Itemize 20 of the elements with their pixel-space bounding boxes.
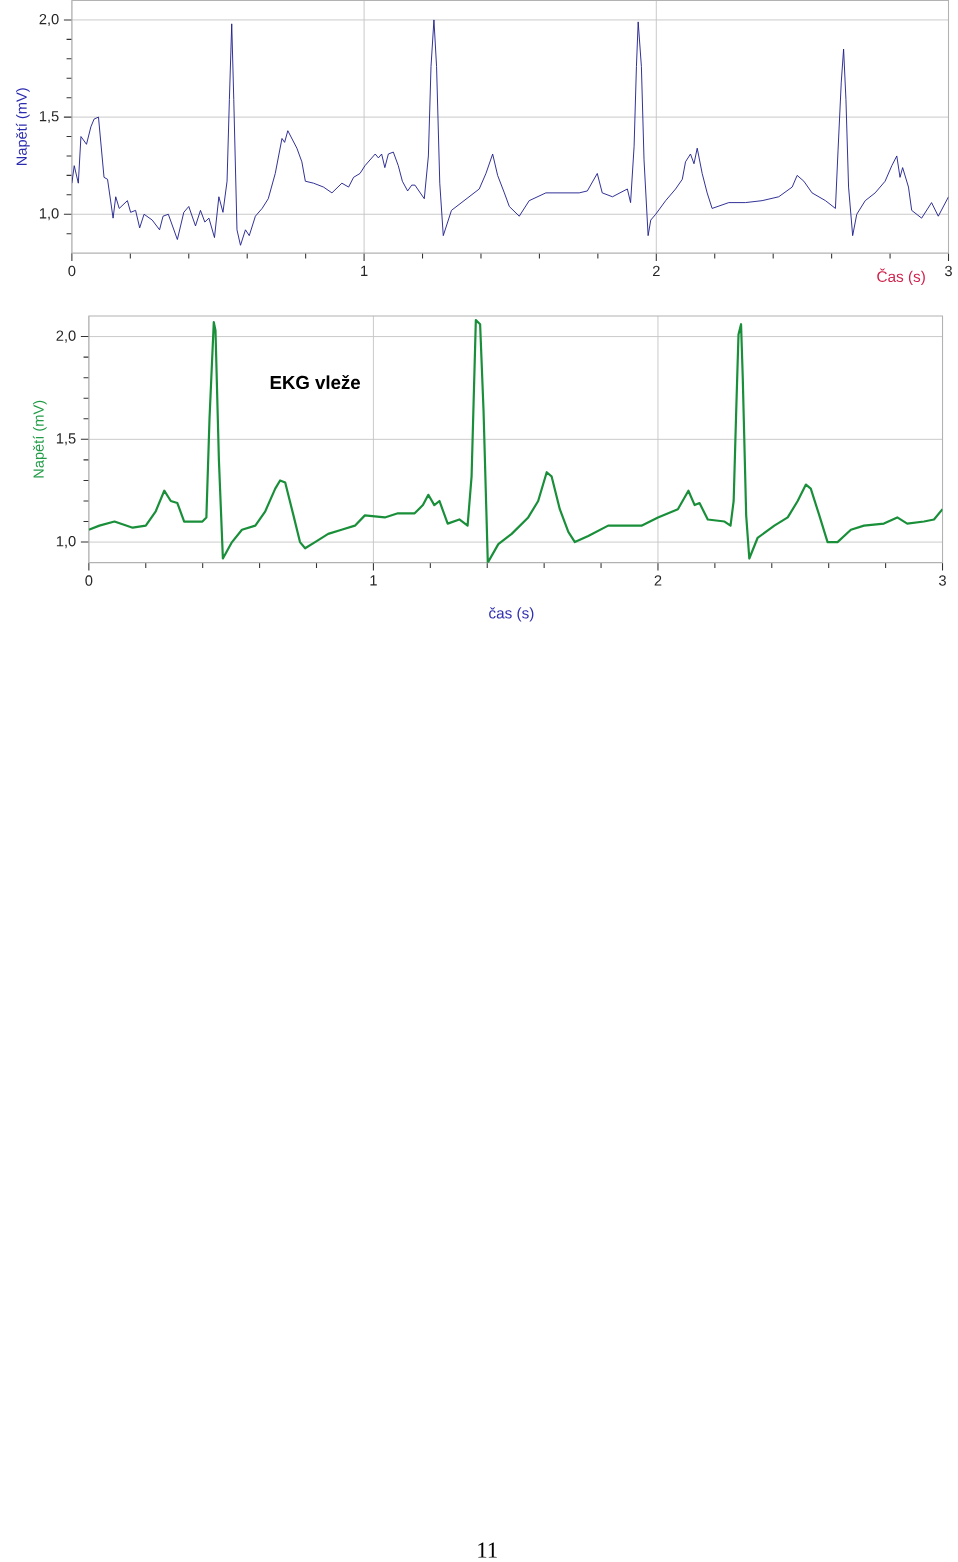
y-tick-label: 2,0 <box>39 13 59 27</box>
x-tick-label: 1 <box>360 265 368 276</box>
y-tick-label: 1,0 <box>56 536 76 549</box>
x-axis-title: Čas (s) <box>877 268 925 286</box>
text: EKG vleže <box>270 374 360 390</box>
x-axis-title: čas (s) <box>488 607 534 622</box>
y-axis-title: Napětí (mV) <box>15 88 30 166</box>
x-tick-label: 2 <box>652 265 660 277</box>
x-tick-label: 0 <box>85 575 93 586</box>
y-tick-label: 1,5 <box>39 111 59 124</box>
x-tick-label: 1 <box>370 575 377 586</box>
x-tick-label: 0 <box>68 265 76 277</box>
x-tick-label: 3 <box>944 265 952 277</box>
text: 11 <box>478 1542 497 1558</box>
y-tick-label: 1,0 <box>39 208 59 221</box>
x-tick-label: 3 <box>938 575 946 586</box>
y-axis-title: Napětí (mV) <box>32 400 47 478</box>
x-tick-label: 2 <box>654 575 662 586</box>
y-tick-label: 2,0 <box>56 330 76 343</box>
y-tick-label: 1,5 <box>56 433 76 446</box>
